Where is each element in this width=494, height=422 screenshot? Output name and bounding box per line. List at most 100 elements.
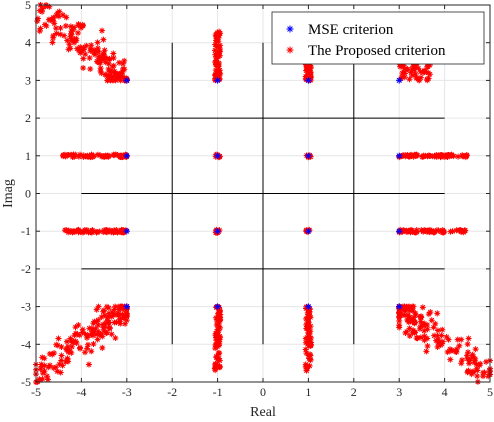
proposed-point (414, 152, 421, 159)
proposed-point (39, 5, 46, 12)
mse-point (214, 152, 221, 159)
y-axis-label: Imag (1, 179, 16, 208)
proposed-point (58, 343, 65, 350)
proposed-point (94, 336, 101, 343)
proposed-point (305, 339, 312, 346)
y-tick-label: -1 (21, 224, 31, 238)
proposed-point (419, 304, 426, 311)
proposed-point (91, 47, 98, 54)
proposed-point (416, 325, 423, 332)
mse-point (305, 77, 312, 84)
proposed-point (49, 39, 56, 46)
proposed-point (76, 344, 83, 351)
proposed-point (117, 320, 124, 327)
proposed-point (84, 333, 91, 340)
proposed-point (404, 66, 411, 73)
proposed-point (407, 228, 414, 235)
proposed-point (55, 335, 62, 342)
proposed-point (213, 318, 220, 325)
proposed-point (94, 331, 101, 338)
proposed-point (212, 71, 219, 78)
proposed-point (63, 338, 70, 345)
proposed-point (52, 25, 59, 32)
proposed-point (432, 320, 439, 327)
proposed-point (438, 332, 445, 339)
proposed-point (112, 303, 119, 310)
proposed-point (71, 39, 78, 46)
proposed-point (100, 50, 107, 57)
proposed-point (120, 60, 127, 67)
proposed-point (80, 64, 87, 71)
proposed-point (401, 74, 408, 81)
proposed-point (45, 16, 52, 23)
proposed-point (50, 365, 57, 372)
proposed-point (215, 38, 222, 45)
proposed-point (216, 227, 223, 234)
proposed-point (110, 312, 117, 319)
proposed-point (212, 41, 219, 48)
proposed-point (46, 3, 53, 10)
proposed-point (216, 45, 223, 52)
proposed-point (402, 329, 409, 336)
proposed-point (36, 28, 43, 35)
proposed-point (412, 71, 419, 78)
proposed-point (105, 60, 112, 67)
proposed-point (77, 151, 84, 158)
proposed-point (88, 42, 95, 49)
proposed-point (417, 74, 424, 81)
proposed-point (60, 152, 67, 159)
proposed-point (212, 67, 219, 74)
proposed-point (213, 57, 220, 64)
proposed-point (433, 153, 440, 160)
proposed-point (112, 77, 119, 84)
proposed-point (434, 344, 441, 351)
proposed-point (425, 311, 432, 318)
proposed-point (65, 152, 72, 159)
proposed-point (103, 329, 110, 336)
proposed-point (396, 309, 403, 316)
proposed-point (212, 364, 219, 371)
proposed-point (216, 44, 223, 51)
proposed-point (113, 70, 120, 77)
proposed-point (424, 77, 431, 84)
proposed-point (458, 357, 465, 364)
proposed-point (123, 317, 130, 324)
proposed-point (307, 64, 314, 71)
proposed-point (472, 346, 479, 353)
proposed-point (445, 153, 452, 160)
proposed-point (217, 70, 224, 77)
x-tick-label: 2 (351, 385, 357, 399)
proposed-point (305, 329, 312, 336)
proposed-point (216, 364, 223, 371)
proposed-point (71, 24, 78, 31)
proposed-point (79, 326, 86, 333)
x-tick-label: 4 (442, 385, 448, 399)
proposed-point (463, 352, 470, 359)
proposed-point (44, 373, 51, 380)
proposed-point (105, 72, 112, 79)
proposed-point (91, 153, 98, 160)
proposed-point (404, 151, 411, 158)
proposed-point (304, 365, 311, 372)
proposed-point (80, 44, 87, 51)
proposed-point (120, 65, 127, 72)
proposed-point (212, 37, 219, 44)
proposed-point (111, 306, 118, 313)
proposed-point (121, 314, 128, 321)
proposed-point (36, 376, 43, 383)
proposed-point (53, 341, 60, 348)
mse-point (214, 303, 221, 310)
proposed-point (50, 32, 57, 39)
proposed-point (39, 370, 46, 377)
proposed-point (41, 362, 48, 369)
proposed-point (70, 26, 77, 33)
proposed-point (102, 59, 109, 66)
proposed-point (452, 348, 459, 355)
proposed-point (402, 307, 409, 314)
proposed-point (110, 229, 117, 236)
proposed-point (465, 367, 472, 374)
proposed-point (456, 227, 463, 234)
proposed-point (95, 322, 102, 329)
proposed-point (444, 349, 451, 356)
proposed-point (396, 317, 403, 324)
